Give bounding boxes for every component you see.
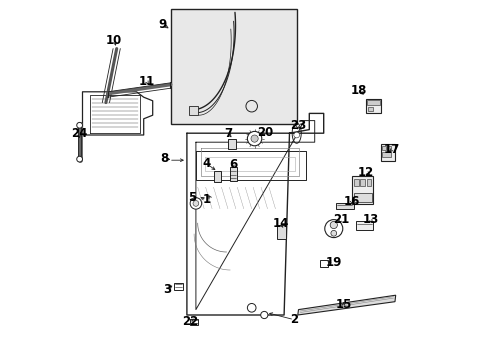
Circle shape [193, 201, 199, 206]
Bar [366, 99, 380, 113]
Bar [380, 144, 394, 161]
Text: 20: 20 [257, 126, 273, 139]
Bar [366, 100, 379, 105]
Text: 7: 7 [224, 127, 232, 140]
Text: 4: 4 [202, 157, 210, 170]
Text: 8: 8 [160, 152, 168, 165]
Text: 9: 9 [158, 18, 166, 31]
Text: 21: 21 [332, 213, 348, 226]
Text: 15: 15 [335, 298, 351, 311]
Text: 6: 6 [228, 158, 237, 171]
Text: 16: 16 [343, 195, 359, 208]
Bar [355, 221, 373, 230]
Circle shape [260, 311, 267, 319]
Circle shape [293, 132, 299, 138]
Polygon shape [297, 295, 395, 315]
Bar [336, 203, 353, 209]
Text: 17: 17 [383, 143, 399, 156]
Circle shape [329, 221, 337, 229]
Text: 18: 18 [350, 84, 366, 97]
Bar [381, 146, 386, 150]
Text: 19: 19 [325, 256, 341, 269]
Text: 24: 24 [71, 127, 87, 140]
Circle shape [247, 303, 256, 312]
Text: 13: 13 [362, 213, 378, 226]
Bar [354, 179, 358, 186]
Text: 5: 5 [188, 191, 196, 204]
Circle shape [190, 198, 201, 209]
Bar [366, 179, 370, 186]
Text: 1: 1 [202, 193, 210, 206]
Bar [367, 107, 373, 111]
Bar [188, 106, 197, 115]
Bar [276, 225, 285, 239]
Circle shape [250, 135, 258, 142]
Bar [360, 179, 364, 186]
Bar [381, 152, 390, 157]
Bar [230, 167, 236, 181]
Bar [353, 193, 371, 202]
Bar [352, 176, 373, 204]
Bar [189, 319, 198, 325]
Circle shape [77, 122, 82, 128]
Text: 22: 22 [182, 315, 198, 328]
Circle shape [247, 131, 261, 146]
Circle shape [77, 156, 82, 162]
Text: 2: 2 [289, 313, 298, 326]
Text: 12: 12 [357, 166, 373, 179]
Text: 10: 10 [106, 34, 122, 47]
Text: 11: 11 [138, 75, 154, 87]
Circle shape [324, 220, 342, 238]
Circle shape [330, 230, 336, 236]
Text: 3: 3 [163, 283, 171, 296]
Bar [170, 9, 296, 124]
Text: 23: 23 [289, 119, 305, 132]
Bar [174, 283, 183, 290]
Bar [386, 146, 390, 150]
Circle shape [245, 100, 257, 112]
Bar [213, 171, 221, 182]
Bar [320, 260, 327, 267]
Bar [228, 139, 236, 149]
Text: 14: 14 [272, 217, 288, 230]
